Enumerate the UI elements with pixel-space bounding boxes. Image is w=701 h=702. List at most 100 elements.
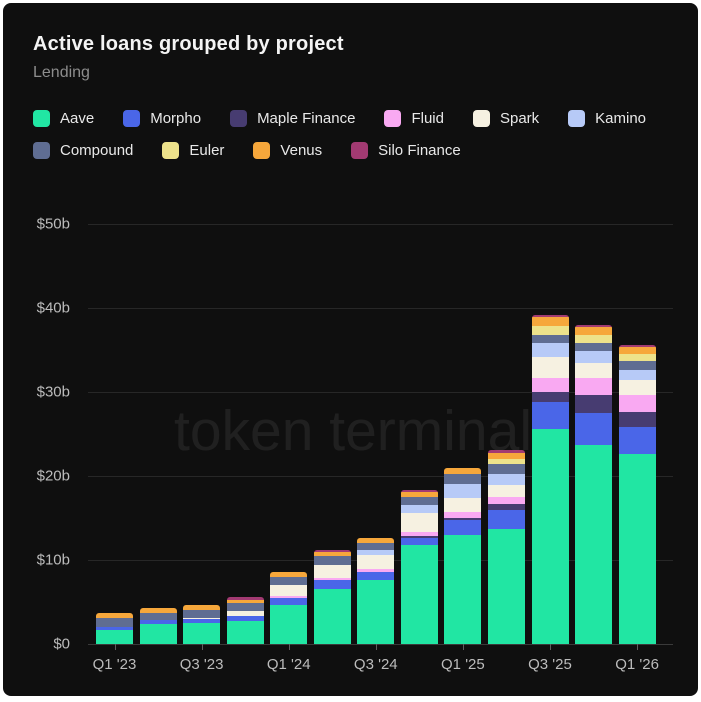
bar-segment-compound[interactable] [313, 556, 351, 566]
bar-segment-compound[interactable] [139, 612, 177, 621]
bar-segment-spark[interactable] [575, 362, 613, 378]
bar-segment-spark[interactable] [226, 610, 264, 617]
bar-q123[interactable] [96, 613, 133, 644]
legend-item-spark[interactable]: Spark [472, 110, 539, 127]
bar-segment-venus[interactable] [139, 607, 177, 613]
bar-q324[interactable] [357, 537, 395, 644]
bar-segment-fluid[interactable] [270, 596, 308, 598]
legend-item-maple-finance[interactable]: Maple Finance [230, 110, 355, 127]
bar-segment-maple-finance[interactable] [575, 394, 613, 414]
legend-item-aave[interactable]: Aave [33, 110, 94, 127]
bar-segment-morpho[interactable] [313, 580, 351, 590]
bar-segment-morpho[interactable] [357, 572, 395, 581]
bar-segment-compound[interactable] [400, 497, 438, 506]
bar-segment-venus[interactable] [96, 613, 133, 618]
bar-segment-spark[interactable] [270, 584, 308, 597]
bar-q224[interactable] [313, 549, 351, 644]
bar-segment-spark[interactable] [444, 497, 482, 512]
bar-segment-fluid[interactable] [313, 578, 351, 581]
bar-segment-spark[interactable] [183, 617, 221, 620]
bar-segment-compound[interactable] [618, 361, 656, 371]
bar-q225[interactable] [487, 450, 525, 644]
bar-segment-aave[interactable] [487, 528, 525, 644]
bar-q126[interactable] [618, 344, 656, 644]
bar-segment-euler[interactable] [487, 458, 525, 465]
bar-segment-aave[interactable] [96, 630, 133, 644]
bar-segment-morpho[interactable] [531, 402, 569, 430]
legend-item-morpho[interactable]: Morpho [123, 110, 201, 127]
legend-item-kamino[interactable]: Kamino [568, 110, 646, 127]
bar-segment-fluid[interactable] [357, 568, 395, 573]
bar-segment-aave[interactable] [139, 623, 177, 644]
bar-segment-fluid[interactable] [618, 395, 656, 413]
legend-item-fluid[interactable]: Fluid [384, 110, 444, 127]
bar-segment-fluid[interactable] [444, 511, 482, 518]
bar-q424[interactable] [400, 490, 438, 644]
bar-segment-compound[interactable] [575, 342, 613, 352]
bar-segment-morpho[interactable] [270, 597, 308, 606]
bar-segment-kamino[interactable] [531, 342, 569, 357]
bar-q124[interactable] [270, 572, 308, 644]
bar-segment-aave[interactable] [183, 623, 221, 644]
bar-segment-fluid[interactable] [575, 377, 613, 395]
bar-segment-aave[interactable] [313, 589, 351, 644]
bar-segment-kamino[interactable] [618, 370, 656, 381]
bar-segment-venus[interactable] [313, 552, 351, 557]
bar-segment-aave[interactable] [357, 580, 395, 644]
bar-q125[interactable] [444, 468, 482, 644]
bar-segment-fluid[interactable] [487, 497, 525, 505]
bar-segment-venus[interactable] [226, 599, 264, 604]
bar-segment-maple-finance[interactable] [400, 536, 438, 539]
bar-segment-venus[interactable] [357, 537, 395, 543]
bar-segment-venus[interactable] [444, 468, 482, 475]
bar-segment-venus[interactable] [487, 452, 525, 459]
legend-item-silo-finance[interactable]: Silo Finance [351, 142, 461, 159]
bar-segment-fluid[interactable] [400, 531, 438, 537]
legend-item-venus[interactable]: Venus [253, 142, 322, 159]
bar-segment-silo-finance[interactable] [313, 549, 351, 553]
bar-segment-maple-finance[interactable] [618, 412, 656, 427]
bar-segment-silo-finance[interactable] [531, 314, 569, 318]
bar-segment-fluid[interactable] [531, 378, 569, 392]
bar-segment-silo-finance[interactable] [400, 490, 438, 492]
bar-segment-morpho[interactable] [139, 620, 177, 624]
bar-segment-silo-finance[interactable] [487, 450, 525, 453]
bar-segment-euler[interactable] [575, 334, 613, 343]
bar-segment-aave[interactable] [531, 429, 569, 644]
bar-segment-compound[interactable] [444, 474, 482, 485]
bar-segment-compound[interactable] [226, 603, 264, 611]
bar-segment-aave[interactable] [400, 544, 438, 644]
bar-segment-kamino[interactable] [444, 484, 482, 498]
bar-segment-aave[interactable] [226, 620, 264, 644]
bar-segment-euler[interactable] [531, 325, 569, 335]
bar-segment-venus[interactable] [400, 491, 438, 498]
bar-segment-maple-finance[interactable] [487, 504, 525, 510]
bar-segment-aave[interactable] [575, 445, 613, 644]
bar-segment-kamino[interactable] [400, 505, 438, 513]
bar-segment-compound[interactable] [270, 576, 308, 585]
bar-segment-venus[interactable] [531, 317, 569, 326]
bar-segment-kamino[interactable] [357, 549, 395, 555]
bar-segment-spark[interactable] [487, 484, 525, 498]
bar-segment-venus[interactable] [575, 327, 613, 335]
bar-segment-morpho[interactable] [183, 619, 221, 623]
legend-item-euler[interactable]: Euler [162, 142, 224, 159]
bar-segment-aave[interactable] [270, 605, 308, 644]
bar-segment-silo-finance[interactable] [226, 597, 264, 600]
bar-segment-maple-finance[interactable] [444, 517, 482, 521]
bar-segment-silo-finance[interactable] [618, 344, 656, 348]
bar-segment-venus[interactable] [618, 347, 656, 355]
bar-segment-morpho[interactable] [226, 616, 264, 621]
bar-segment-morpho[interactable] [487, 509, 525, 529]
bar-segment-compound[interactable] [531, 334, 569, 343]
bar-q323[interactable] [183, 604, 221, 644]
bar-segment-kamino[interactable] [487, 474, 525, 485]
bar-segment-venus[interactable] [270, 572, 308, 577]
bar-segment-maple-finance[interactable] [531, 391, 569, 403]
bar-segment-morpho[interactable] [575, 413, 613, 446]
bar-segment-euler[interactable] [618, 354, 656, 362]
bar-segment-compound[interactable] [96, 617, 133, 627]
bar-segment-morpho[interactable] [400, 538, 438, 545]
bar-segment-venus[interactable] [183, 604, 221, 610]
bar-q423[interactable] [226, 597, 264, 644]
